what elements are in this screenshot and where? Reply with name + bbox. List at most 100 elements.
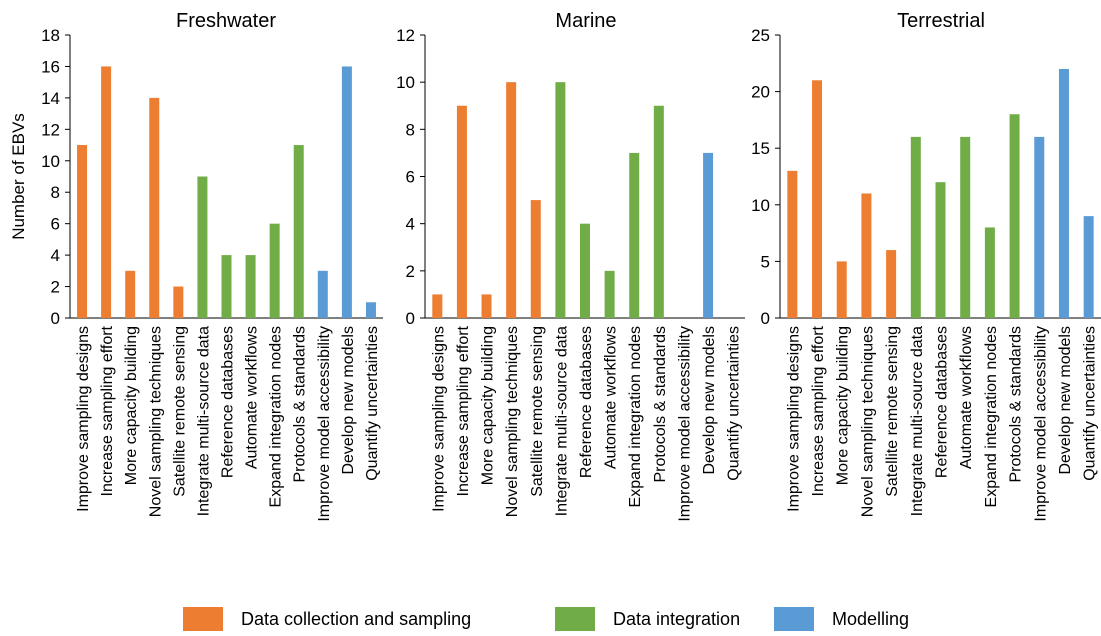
marine-x-tick-label: Protocols & standards: [652, 326, 669, 483]
marine-x-tick-label: Novel sampling techniques: [504, 326, 521, 517]
legend-label-modelling: Modelling: [832, 608, 910, 629]
marine-y-tick-label: 8: [406, 120, 415, 139]
freshwater-y-tick-label: 2: [51, 278, 60, 297]
terrestrial-x-tick-label: Automate workflows: [958, 326, 975, 469]
freshwater-bar-quantify-uncertainties: [365, 302, 376, 318]
freshwater-bar-expand-integration-nodes: [269, 223, 280, 318]
freshwater-x-tick-label: Increase sampling effort: [99, 325, 116, 496]
terrestrial-bar-protocols-and-standards: [1009, 114, 1020, 319]
terrestrial-bar-quantify-uncertainties: [1083, 216, 1094, 318]
legend-item-data-collection: Data collection and sampling: [183, 606, 471, 632]
marine-y-tick-label: 2: [406, 262, 415, 281]
terrestrial-y-tick-label: 15: [751, 139, 770, 158]
marine-y-tick-label: 10: [396, 73, 415, 92]
legend-swatch-data-integration: [555, 607, 595, 631]
marine-bar-reference-databases: [580, 223, 590, 318]
terrestrial-chart-title: Terrestrial: [897, 10, 985, 32]
terrestrial-bar-improve-model-accessibility: [1034, 136, 1045, 318]
freshwater-x-tick-label: Satellite remote sensing: [171, 326, 188, 497]
terrestrial-x-tick-label: Integrate multi-source data: [909, 326, 926, 516]
marine-bar-automate-workflows: [604, 270, 615, 318]
freshwater-bar-more-capacity-building: [125, 270, 136, 318]
freshwater-y-tick-label: 6: [51, 215, 60, 234]
marine-bar-protocols-and-standards: [653, 105, 664, 318]
terrestrial-x-tick-label: Protocols & standards: [1008, 326, 1025, 483]
marine-x-tick-label: Reference databases: [578, 326, 595, 478]
terrestrial-x-tick-label: Novel sampling techniques: [859, 326, 876, 517]
terrestrial-bar-more-capacity-building: [836, 261, 847, 318]
marine-x-tick-label: Quantify uncertainties: [726, 326, 743, 481]
freshwater-y-tick-label: 10: [41, 152, 60, 171]
terrestrial-x-tick-label: Reference databases: [934, 326, 951, 478]
terrestrial-bar-automate-workflows: [960, 136, 971, 318]
freshwater-x-tick-label: Reference databases: [220, 326, 237, 478]
legend: Data collection and sampling Data integr…: [0, 606, 1101, 636]
terrestrial-x-tick-label: More capacity building: [835, 326, 852, 485]
freshwater-bar-increase-sampling-effort: [101, 66, 112, 318]
marine-x-tick-label: Expand integration nodes: [627, 326, 644, 507]
terrestrial-bar-integrate-multi-source-data: [910, 136, 921, 318]
terrestrial-x-tick-label: Expand integration nodes: [983, 326, 1000, 507]
marine-bar-novel-sampling-techniques: [506, 82, 517, 319]
marine-bar-satellite-remote-sensing: [530, 200, 541, 318]
freshwater-y-tick-label: 14: [41, 89, 60, 108]
legend-item-modelling: Modelling: [774, 606, 909, 632]
marine-y-tick-label: 6: [406, 168, 415, 187]
legend-item-data-integration: Data integration: [555, 606, 740, 632]
terrestrial-bar-reference-databases: [935, 182, 946, 318]
freshwater-chart-title: Freshwater: [176, 10, 276, 32]
terrestrial-y-tick-label: 20: [751, 83, 770, 102]
freshwater-x-tick-label: Expand integration nodes: [268, 326, 285, 507]
terrestrial-y-tick-label: 0: [761, 309, 770, 328]
freshwater-bar-satellite-remote-sensing: [173, 286, 184, 318]
terrestrial-bar-expand-integration-nodes: [984, 227, 995, 318]
freshwater-x-tick-label: Develop new models: [340, 326, 357, 475]
marine-chart-title: Marine: [555, 10, 616, 32]
marine-bar-expand-integration-nodes: [629, 152, 640, 318]
freshwater-y-tick-label: 8: [51, 183, 60, 202]
terrestrial-x-tick-label: Increase sampling effort: [810, 325, 827, 496]
freshwater-x-tick-label: Protocols & standards: [292, 326, 309, 483]
freshwater-bar-reference-databases: [221, 255, 232, 318]
terrestrial-bar-develop-new-models: [1058, 68, 1069, 319]
marine-x-tick-label: Increase sampling effort: [455, 325, 472, 496]
freshwater-y-tick-label: 0: [51, 309, 60, 328]
legend-swatch-modelling: [774, 607, 814, 631]
marine-y-tick-label: 0: [406, 309, 415, 328]
marine-x-tick-label: Improve model accessibility: [676, 326, 693, 522]
freshwater-y-axis-label: Number of EBVs: [9, 113, 28, 240]
freshwater-y-tick-label: 16: [41, 57, 60, 76]
freshwater-y-tick-label: 12: [41, 120, 60, 139]
freshwater-x-tick-label: Automate workflows: [244, 326, 261, 469]
legend-label-data-integration: Data integration: [613, 608, 741, 629]
freshwater-bar-novel-sampling-techniques: [149, 97, 160, 318]
marine-x-tick-label: Integrate multi-source data: [553, 326, 570, 516]
terrestrial-x-tick-label: Quantify uncertainties: [1082, 326, 1099, 481]
freshwater-bar-improve-sampling-designs: [77, 145, 88, 318]
freshwater-bar-develop-new-models: [341, 66, 352, 318]
marine-x-tick-label: Develop new models: [701, 326, 718, 475]
marine-y-tick-label: 12: [396, 26, 415, 45]
legend-label-data-collection: Data collection and sampling: [241, 608, 472, 629]
marine-bar-more-capacity-building: [481, 294, 492, 318]
terrestrial-x-tick-label: Improve sampling designs: [785, 326, 802, 512]
terrestrial-y-tick-label: 10: [751, 196, 770, 215]
freshwater-x-tick-label: Novel sampling techniques: [147, 326, 164, 517]
marine-x-tick-label: Satellite remote sensing: [529, 326, 546, 497]
terrestrial-bar-improve-sampling-designs: [787, 170, 798, 318]
freshwater-x-tick-label: Improve sampling designs: [75, 326, 92, 512]
freshwater-x-tick-label: Improve model accessibility: [316, 326, 333, 522]
freshwater-y-tick-label: 18: [41, 26, 60, 45]
freshwater-x-tick-label: More capacity building: [123, 326, 140, 485]
marine-y-tick-label: 4: [406, 215, 415, 234]
terrestrial-x-tick-label: Satellite remote sensing: [884, 326, 901, 497]
freshwater-bar-improve-model-accessibility: [317, 270, 328, 318]
legend-swatch-data-collection: [183, 607, 223, 631]
marine-x-tick-label: Automate workflows: [603, 326, 620, 469]
marine-bar-develop-new-models: [703, 152, 714, 318]
marine-x-tick-label: Improve sampling designs: [430, 326, 447, 512]
freshwater-x-tick-label: Quantify uncertainties: [364, 326, 381, 481]
marine-bar-increase-sampling-effort: [456, 105, 467, 318]
terrestrial-x-tick-label: Develop new models: [1057, 326, 1074, 475]
